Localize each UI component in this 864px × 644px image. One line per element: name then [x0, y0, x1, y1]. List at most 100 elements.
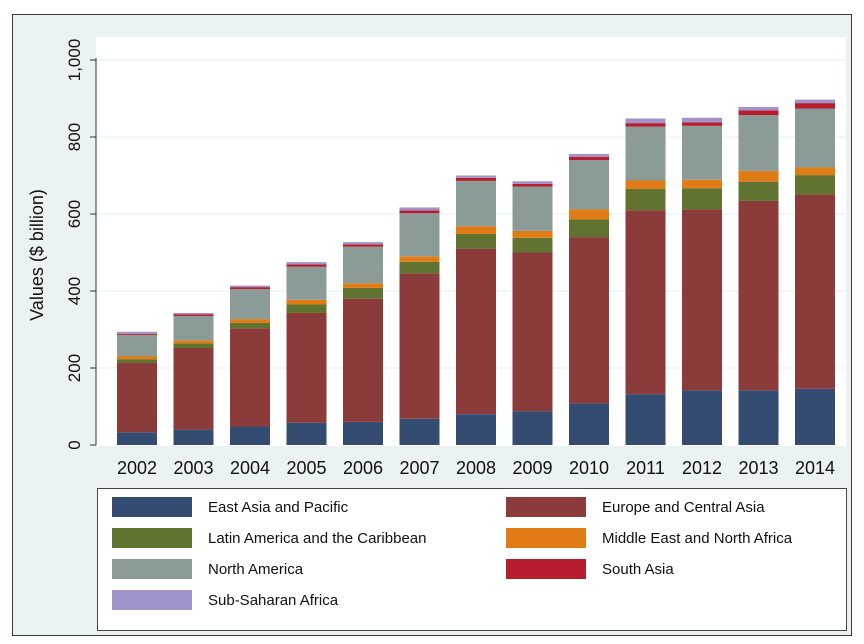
bar-segment [286, 264, 327, 267]
bar-segment [117, 334, 157, 357]
bar-segment [117, 362, 157, 433]
bar-segment [286, 266, 327, 300]
bar-segment [117, 331, 157, 334]
legend: East Asia and Pacific Europe and Central … [97, 488, 847, 631]
bar-segment [569, 153, 609, 158]
bar-segment [456, 248, 496, 415]
legend-item: North America [112, 557, 303, 581]
bar-segment [625, 180, 666, 189]
bar-segment [343, 421, 383, 445]
bar-segment [173, 312, 214, 315]
bar-segment [343, 287, 383, 299]
legend-label: Latin America and the Caribbean [208, 529, 427, 547]
bar-segment [399, 256, 440, 262]
bar-segment [456, 175, 496, 178]
x-tick-label: 2013 [738, 458, 778, 478]
bar-segment [286, 299, 327, 305]
bar-segment [456, 234, 496, 249]
bar-segment [738, 390, 779, 445]
bar-segment [625, 210, 666, 395]
bar-segment [682, 117, 722, 123]
bar-segment [682, 125, 722, 180]
bar-segment [569, 157, 609, 161]
legend-swatch [112, 497, 192, 517]
y-tick-label: 200 [65, 354, 84, 382]
bar-segment [230, 426, 270, 445]
bar-segment [173, 343, 214, 348]
bar-segment [569, 403, 609, 445]
bar-segment [343, 244, 383, 247]
bar-segment [625, 126, 666, 181]
bar-segment [117, 432, 157, 445]
bar-segment [230, 287, 270, 290]
legend-swatch [506, 559, 586, 579]
bar-segment [399, 418, 440, 445]
bar-segment [286, 304, 327, 313]
bar-segment [682, 209, 722, 391]
bar-segment [117, 333, 157, 335]
bar-segment [230, 322, 270, 329]
bar-segment [512, 230, 553, 238]
legend-label: East Asia and Pacific [208, 498, 349, 516]
bar-segment [795, 108, 835, 168]
bar-segment [625, 118, 666, 124]
bar-segment [399, 261, 440, 274]
y-tick-label: 400 [65, 277, 84, 305]
legend-swatch [506, 497, 586, 517]
bar-segment [512, 411, 553, 445]
x-tick-label: 2007 [399, 458, 439, 478]
axes: 0 200 400 600 800 1,000 2002 2003 2004 2005 2006 20… [65, 39, 835, 478]
bar-segment [512, 183, 553, 187]
legend-swatch [112, 559, 192, 579]
legend-item: East Asia and Pacific [112, 495, 348, 519]
bar-segment [117, 356, 157, 360]
bars [117, 99, 835, 445]
x-tick-label: 2010 [569, 458, 609, 478]
x-tick-label: 2002 [117, 458, 157, 478]
y-tick-label: 0 [65, 440, 84, 449]
bar-segment [682, 179, 722, 189]
legend-label: Sub-Saharan Africa [208, 591, 339, 609]
bar-segment [456, 414, 496, 445]
bar-segment [173, 316, 214, 341]
bar-segment [512, 186, 553, 231]
y-tick-label: 1,000 [65, 39, 84, 82]
bar-segment [286, 422, 327, 445]
bar-segment [343, 246, 383, 284]
bar-segment [795, 167, 835, 176]
bar-segment [795, 194, 835, 389]
bar-segment [569, 237, 609, 404]
bar-segment [738, 200, 779, 391]
bar-segment [512, 252, 553, 412]
legend-label: Europe and Central Asia [602, 498, 765, 516]
legend-label: Middle East and North Africa [602, 529, 793, 547]
legend-item: Europe and Central Asia [506, 495, 765, 519]
bar-segment [682, 390, 722, 445]
bar-segment [399, 210, 440, 214]
x-tick-label: 2014 [795, 458, 835, 478]
legend-item: South Asia [506, 557, 674, 581]
legend-label: South Asia [602, 560, 674, 578]
legend-swatch [506, 528, 586, 548]
legend-label: North America [208, 560, 304, 578]
bar-segment [230, 328, 270, 427]
bar-segment [173, 314, 214, 317]
bar-segment [569, 209, 609, 220]
bar-segment [625, 394, 666, 445]
bar-segment [625, 123, 666, 127]
legend-item: Sub-Saharan Africa [112, 588, 338, 612]
y-tick-label: 600 [65, 200, 84, 228]
bar-segment [512, 181, 553, 184]
bar-segment [343, 298, 383, 422]
bar-segment [682, 122, 722, 126]
legend-item: Middle East and North Africa [506, 526, 792, 550]
bar-segment [286, 262, 327, 265]
bar-segment [795, 388, 835, 445]
x-tick-label: 2006 [343, 458, 383, 478]
bar-segment [117, 359, 157, 363]
bar-segment [456, 226, 496, 235]
x-tick-label: 2008 [456, 458, 496, 478]
bar-segment [625, 188, 666, 211]
legend-swatch [112, 528, 192, 548]
bar-segment [343, 242, 383, 245]
